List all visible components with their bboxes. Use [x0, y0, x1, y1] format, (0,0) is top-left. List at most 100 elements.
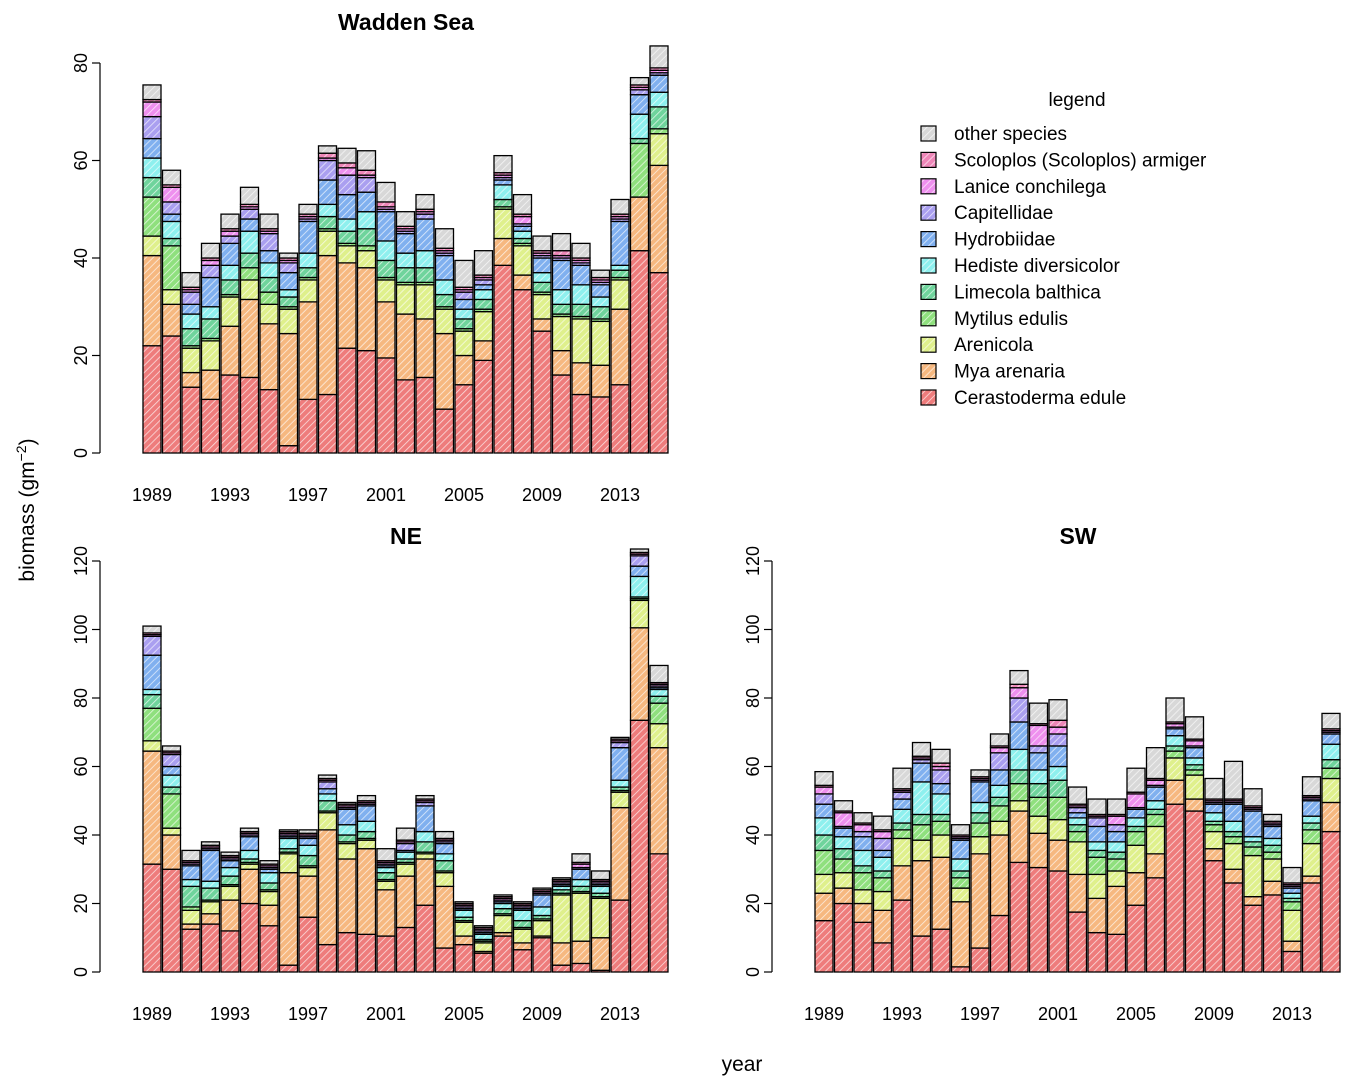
bar-2010-hediste-diversicolor-hatch	[551, 289, 572, 305]
bar-1999-arenicola-hatch	[337, 842, 357, 860]
bar-1999-hediste-diversicolor-hatch	[1009, 748, 1029, 771]
legend-cerastoderma-edule-label: Cerastoderma edule	[954, 388, 1126, 409]
bar-2003-hydrobiidae-hatch	[1087, 825, 1107, 843]
x-tick-label: 1993	[210, 1004, 250, 1024]
bar-2004-limecola-balthica-hatch	[434, 293, 455, 308]
bar-2000-hediste-diversicolor-hatch	[356, 211, 377, 230]
bar-1990-cerastoderma-edule-hatch	[161, 335, 182, 454]
bar-2003-limecola-balthica-hatch	[1087, 849, 1107, 858]
bar-2015-other-species-hatch	[649, 664, 669, 684]
bar-1997-hydrobiidae-hatch	[298, 837, 318, 846]
bar-2004-cerastoderma-edule-hatch	[434, 408, 455, 454]
bar-1993-capitellidae-hatch	[892, 791, 912, 800]
bar-2006-arenicola-hatch	[473, 310, 494, 342]
bar-2006-limecola-balthica-hatch	[1145, 808, 1166, 816]
bar-2008-hediste-diversicolor-hatch	[1184, 757, 1205, 766]
bar-1989-arenicola-hatch	[814, 873, 834, 894]
bar-1996-mya-arenaria-hatch	[950, 901, 971, 968]
legend-mytilus-edulis-swatch-hatch	[920, 310, 937, 327]
bar-2013-hydrobiidae-hatch	[610, 220, 630, 266]
bar-1989-limecola-balthica-hatch	[142, 693, 162, 709]
bar-2011-limecola-balthica-hatch	[571, 885, 591, 893]
bar-2012-hediste-diversicolor-hatch	[1262, 837, 1283, 846]
bar-1995-limecola-balthica-hatch	[931, 813, 951, 822]
bar-2015-cerastoderma-edule-hatch	[649, 271, 669, 454]
bar-2010-hediste-diversicolor-hatch	[1223, 820, 1244, 833]
bar-1995-cerastoderma-edule-hatch	[259, 925, 279, 973]
bar-1998-mytilus-edulis-hatch	[989, 805, 1010, 822]
bar-2007-limecola-balthica-hatch	[1165, 745, 1185, 752]
y-tick-label: 60	[71, 150, 91, 170]
y-tick-label: 40	[71, 248, 91, 268]
bar-2000-capitellidae-hatch	[356, 176, 377, 193]
bar-2000-lanice-conchilega-hatch	[1028, 724, 1049, 747]
bar-1992-hydrobiidae-hatch	[200, 849, 221, 882]
bar-1992-hydrobiidae-hatch	[200, 276, 221, 308]
bar-1998-hydrobiidae-hatch	[989, 769, 1010, 786]
bar-2012-arenicola-hatch	[590, 897, 611, 939]
bar-1995-limecola-balthica-hatch	[259, 882, 279, 891]
bar-2006-arenicola-hatch	[473, 942, 494, 953]
bar-2009-hediste-diversicolor-hatch	[532, 906, 552, 917]
bar-2008-cerastoderma-edule-hatch	[1184, 810, 1205, 973]
bar-1998-limecola-balthica-hatch	[317, 215, 338, 230]
bar-1996-hediste-diversicolor-hatch	[278, 837, 299, 850]
bar-2004-hediste-diversicolor-hatch	[1106, 841, 1127, 853]
bar-1993-mya-arenaria-hatch	[220, 899, 240, 932]
bar-2009-hydrobiidae-hatch	[532, 257, 552, 274]
bar-2006-other-species-hatch	[1145, 747, 1166, 780]
bar-1994-cerastoderma-edule-hatch	[239, 376, 260, 454]
bar-1998-scoloplos-scoloplos-armiger-hatch	[317, 152, 338, 159]
bar-2014-hydrobiidae-hatch	[629, 565, 650, 578]
bar-1990-other-species-hatch	[161, 745, 182, 752]
bar-2013-hediste-diversicolor-hatch	[1282, 892, 1302, 900]
bar-2002-limecola-balthica-hatch	[1067, 824, 1088, 833]
bar-2000-limecola-balthica-hatch	[356, 228, 377, 247]
bar-1995-hydrobiidae-hatch	[259, 250, 279, 264]
bar-1992-mya-arenaria-hatch	[200, 913, 221, 925]
bar-1999-other-species-hatch	[337, 801, 357, 805]
bar-2001-arenicola-hatch	[1048, 818, 1068, 841]
bar-1996-other-species-hatch	[278, 252, 299, 259]
bar-2007-hediste-diversicolor-hatch	[493, 902, 513, 910]
bar-2002-hediste-diversicolor-hatch	[395, 851, 416, 860]
bar-2009-limecola-balthica-hatch	[532, 281, 552, 293]
bar-2000-arenicola-hatch	[356, 250, 377, 269]
bar-2000-cerastoderma-edule-hatch	[356, 933, 377, 973]
bar-1997-other-species-hatch	[298, 203, 318, 215]
bar-2001-scoloplos-scoloplos-armiger-hatch	[1048, 719, 1068, 728]
y-tick-label: 80	[71, 688, 91, 708]
bar-1993-hydrobiidae-hatch	[220, 860, 240, 869]
bar-1999-hydrobiidae-hatch	[337, 808, 357, 826]
bar-2015-mytilus-edulis-hatch	[649, 128, 669, 135]
y-axis-label-main: biomass (gm	[16, 461, 39, 581]
bar-2004-hediste-diversicolor-hatch	[434, 853, 455, 862]
bar-1991-hediste-diversicolor-hatch	[181, 313, 201, 330]
bar-2012-other-species-hatch	[590, 269, 611, 279]
bar-1999-mya-arenaria-hatch	[337, 858, 357, 934]
bar-2002-cerastoderma-edule-hatch	[395, 926, 416, 973]
bar-2007-limecola-balthica-hatch	[493, 907, 513, 915]
bar-1995-mya-arenaria-hatch	[931, 856, 951, 930]
bar-2011-other-species-hatch	[1243, 788, 1263, 807]
bar-1997-limecola-balthica-hatch	[298, 854, 318, 867]
y-axis-label-close: )	[16, 438, 39, 445]
bar-1995-other-species-hatch	[931, 748, 951, 764]
bar-1994-mya-arenaria-hatch	[239, 298, 260, 379]
bar-2000-hediste-diversicolor-hatch	[356, 820, 377, 833]
bar-1997-other-species-hatch	[298, 829, 318, 834]
bar-1990-other-species-hatch	[833, 800, 854, 812]
bar-2000-mya-arenaria-hatch	[356, 848, 377, 935]
bar-2008-mya-arenaria-hatch	[512, 274, 533, 291]
bar-1999-capitellidae-hatch	[1009, 697, 1029, 723]
bar-1998-mya-arenaria-hatch	[317, 829, 338, 946]
bar-1997-hediste-diversicolor-hatch	[298, 252, 318, 269]
bar-2003-mya-arenaria-hatch	[415, 858, 435, 906]
bar-2008-hediste-diversicolor-hatch	[512, 230, 533, 240]
bar-1993-cerastoderma-edule-hatch	[892, 899, 912, 973]
bar-1991-limecola-balthica-hatch	[853, 865, 873, 874]
bar-1998-cerastoderma-edule-hatch	[317, 943, 338, 973]
x-tick-label: 1989	[132, 485, 172, 505]
bar-1993-other-species-hatch	[892, 767, 912, 790]
bar-1998-hydrobiidae-hatch	[317, 788, 338, 795]
